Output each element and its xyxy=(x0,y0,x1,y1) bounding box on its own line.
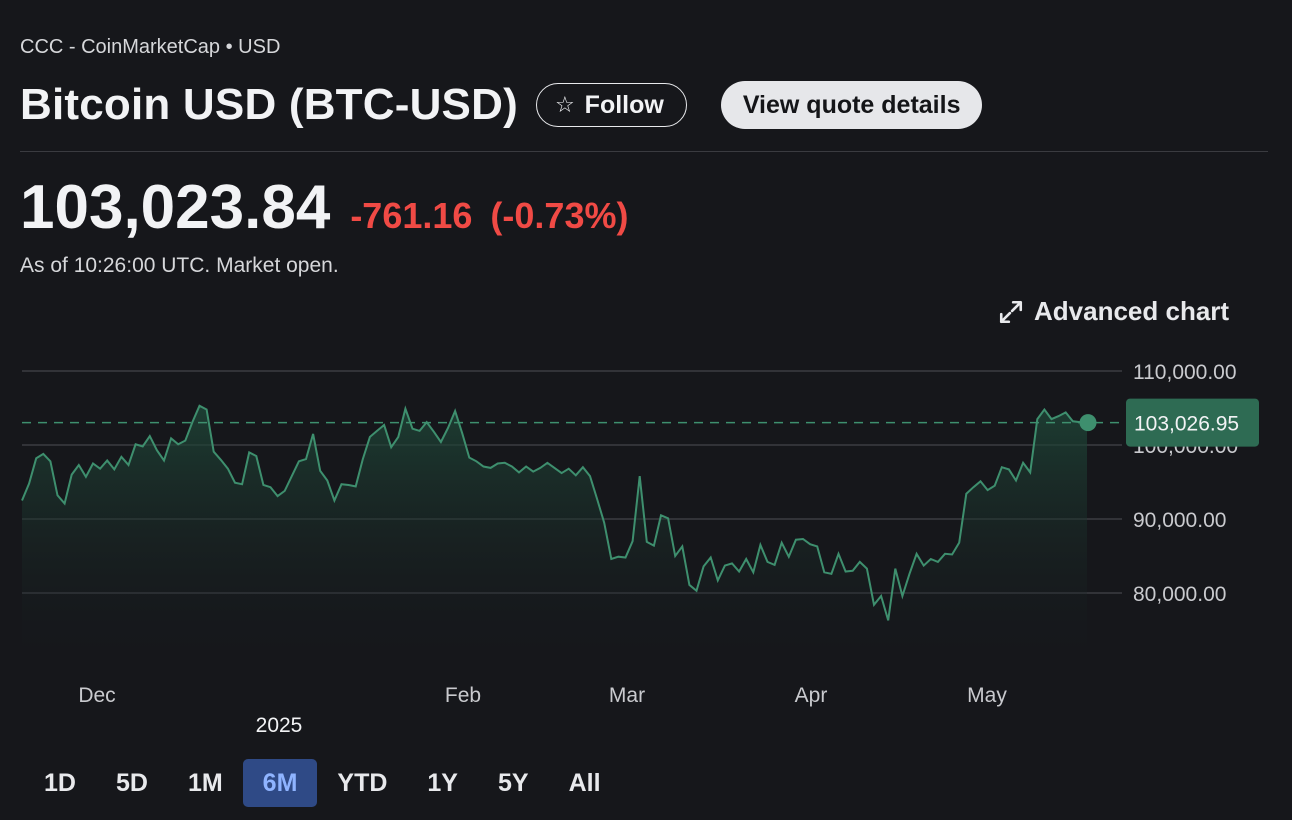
follow-button[interactable]: ☆ Follow xyxy=(535,83,687,127)
current-price-label: 103,026.95 xyxy=(1134,413,1239,436)
timeframe-label: 6M xyxy=(262,768,298,797)
year-label: 2025 xyxy=(256,714,303,737)
timeframe-label: 5Y xyxy=(498,768,529,797)
timeframe-1m-button[interactable]: 1M xyxy=(168,759,243,807)
timeframe-1y-button[interactable]: 1Y xyxy=(407,759,478,807)
price-area-fill xyxy=(22,405,1087,655)
y-tick-label: 90,000.00 xyxy=(1133,509,1226,532)
timeframe-5y-button[interactable]: 5Y xyxy=(478,759,549,807)
x-tick-label: May xyxy=(967,684,1007,707)
view-quote-details-button[interactable]: View quote details xyxy=(720,81,983,129)
quote-source: CCC - CoinMarketCap • USD xyxy=(20,36,281,58)
current-price-badge: 103,026.95 xyxy=(1126,398,1259,447)
price-change-percent: (-0.73%) xyxy=(490,195,629,236)
current-price: 103,023.84 xyxy=(20,173,331,242)
timeframe-label: 1D xyxy=(44,768,76,797)
timeframe-label: 5D xyxy=(115,768,148,797)
header-divider xyxy=(20,151,1268,152)
timeframe-label: 1M xyxy=(187,768,223,797)
timeframe-label: All xyxy=(568,768,601,797)
expand-icon xyxy=(999,300,1023,323)
star-icon: ☆ xyxy=(554,92,575,117)
page-title: Bitcoin USD (BTC-USD) xyxy=(20,80,518,129)
price-change: -761.16 xyxy=(350,195,473,236)
x-tick-label: Apr xyxy=(795,684,828,707)
x-tick-label: Mar xyxy=(609,684,645,707)
advanced-chart-label: Advanced chart xyxy=(1034,296,1230,326)
follow-label: Follow xyxy=(584,90,664,119)
timeframe-label: YTD xyxy=(337,768,388,797)
timeframe-selector: 1D 5D 1M 6M YTD 1Y 5Y All xyxy=(24,759,621,807)
view-quote-details-label: View quote details xyxy=(742,90,961,119)
price-line xyxy=(21,404,1088,621)
price-row: 103,023.84 -761.16 (-0.73%) xyxy=(20,172,628,243)
x-tick-label: Feb xyxy=(445,684,481,707)
advanced-chart-link[interactable]: Advanced chart xyxy=(998,296,1229,327)
current-price-dot xyxy=(1079,414,1097,432)
timeframe-1d-button[interactable]: 1D xyxy=(24,759,96,807)
timeframe-all-button[interactable]: All xyxy=(549,759,621,807)
as-of-timestamp: As of 10:26:00 UTC. Market open. xyxy=(20,254,339,277)
y-tick-label: 80,000.00 xyxy=(1133,583,1226,606)
timeframe-5d-button[interactable]: 5D xyxy=(96,759,168,807)
timeframe-label: 1Y xyxy=(427,768,458,797)
y-tick-label: 110,000.00 xyxy=(1133,361,1237,384)
timeframe-6m-button[interactable]: 6M xyxy=(242,759,318,807)
title-row: Bitcoin USD (BTC-USD) ☆ Follow View quot… xyxy=(20,80,983,130)
x-tick-label: Dec xyxy=(78,684,115,707)
timeframe-ytd-button[interactable]: YTD xyxy=(317,759,407,807)
